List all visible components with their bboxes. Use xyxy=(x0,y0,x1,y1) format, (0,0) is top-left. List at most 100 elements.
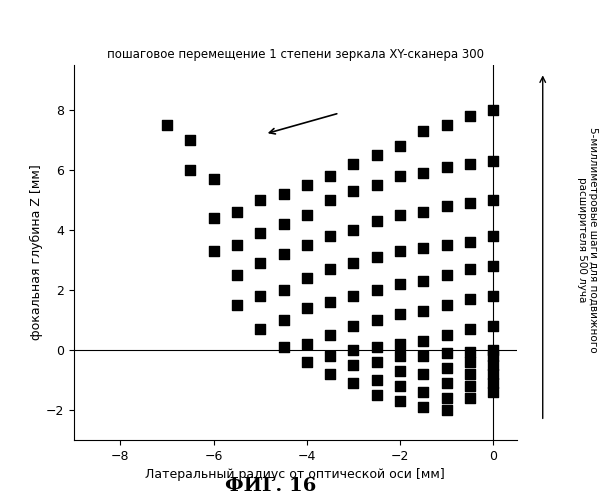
Point xyxy=(162,121,172,129)
Point xyxy=(488,370,498,378)
Point xyxy=(465,325,475,333)
Point xyxy=(442,406,451,414)
Point xyxy=(279,190,288,198)
Point xyxy=(279,343,288,351)
Point xyxy=(465,295,475,303)
Point xyxy=(442,301,451,309)
Point xyxy=(279,286,288,294)
Point xyxy=(325,352,335,360)
Point xyxy=(349,259,359,267)
Point xyxy=(208,175,218,183)
Point xyxy=(418,370,428,378)
Point xyxy=(185,166,195,174)
Point xyxy=(442,202,451,210)
Point xyxy=(465,358,475,366)
Point xyxy=(325,172,335,180)
Point xyxy=(418,277,428,285)
Point xyxy=(442,394,451,402)
Point xyxy=(255,196,265,204)
Point xyxy=(372,181,382,189)
Point xyxy=(349,379,359,387)
Point xyxy=(488,157,498,165)
Point xyxy=(395,172,405,180)
Point xyxy=(325,196,335,204)
Point xyxy=(372,343,382,351)
Point xyxy=(488,352,498,360)
Point xyxy=(302,304,312,312)
Point xyxy=(488,379,498,387)
Point xyxy=(465,348,475,356)
Point xyxy=(279,316,288,324)
Point xyxy=(395,247,405,255)
Point xyxy=(418,388,428,396)
Point xyxy=(372,391,382,399)
Point xyxy=(325,265,335,273)
Point xyxy=(302,241,312,249)
Point xyxy=(372,286,382,294)
Point xyxy=(279,250,288,258)
Point xyxy=(418,208,428,216)
Point xyxy=(349,160,359,168)
Point xyxy=(302,181,312,189)
Point xyxy=(372,316,382,324)
Point xyxy=(418,352,428,360)
Point xyxy=(395,340,405,348)
Point xyxy=(349,226,359,234)
Point xyxy=(442,331,451,339)
Text: 5-миллиметровые шаги для подвижного
расширителя 500 луча: 5-миллиметровые шаги для подвижного расш… xyxy=(576,127,598,353)
Point xyxy=(465,238,475,246)
Point xyxy=(488,388,498,396)
Point xyxy=(488,262,498,270)
Point xyxy=(418,403,428,411)
Point xyxy=(442,121,451,129)
Point xyxy=(325,298,335,306)
Point xyxy=(465,265,475,273)
Point xyxy=(325,331,335,339)
Point xyxy=(488,322,498,330)
Point xyxy=(372,253,382,261)
Point xyxy=(418,337,428,345)
Point xyxy=(208,214,218,222)
Title: пошаговое перемещение 1 степени зеркала XY-сканера 300: пошаговое перемещение 1 степени зеркала … xyxy=(106,48,484,61)
Point xyxy=(349,346,359,354)
Y-axis label: фокальная глубина Z [мм]: фокальная глубина Z [мм] xyxy=(30,164,43,340)
Point xyxy=(279,220,288,228)
Point xyxy=(488,232,498,240)
Point xyxy=(442,349,451,357)
Point xyxy=(465,382,475,390)
Point xyxy=(349,292,359,300)
Point xyxy=(395,310,405,318)
Point xyxy=(418,127,428,135)
Point xyxy=(465,112,475,120)
Point xyxy=(442,271,451,279)
Point xyxy=(349,361,359,369)
Point xyxy=(325,232,335,240)
Point xyxy=(255,229,265,237)
Point xyxy=(488,361,498,369)
Point xyxy=(465,160,475,168)
Point xyxy=(372,358,382,366)
Point xyxy=(395,352,405,360)
Point xyxy=(302,358,312,366)
Point xyxy=(488,196,498,204)
Point xyxy=(465,370,475,378)
Point xyxy=(255,325,265,333)
Point xyxy=(395,142,405,150)
Point xyxy=(232,271,242,279)
Point xyxy=(395,280,405,288)
Point xyxy=(442,241,451,249)
Point xyxy=(442,163,451,171)
Point xyxy=(208,247,218,255)
Point xyxy=(465,199,475,207)
Point xyxy=(418,244,428,252)
Point xyxy=(395,211,405,219)
Point xyxy=(232,241,242,249)
Point xyxy=(395,397,405,405)
Point xyxy=(232,301,242,309)
Point xyxy=(418,169,428,177)
Point xyxy=(349,322,359,330)
Point xyxy=(349,187,359,195)
Point xyxy=(232,208,242,216)
Point xyxy=(488,292,498,300)
Text: ФИГ. 16: ФИГ. 16 xyxy=(225,477,316,495)
